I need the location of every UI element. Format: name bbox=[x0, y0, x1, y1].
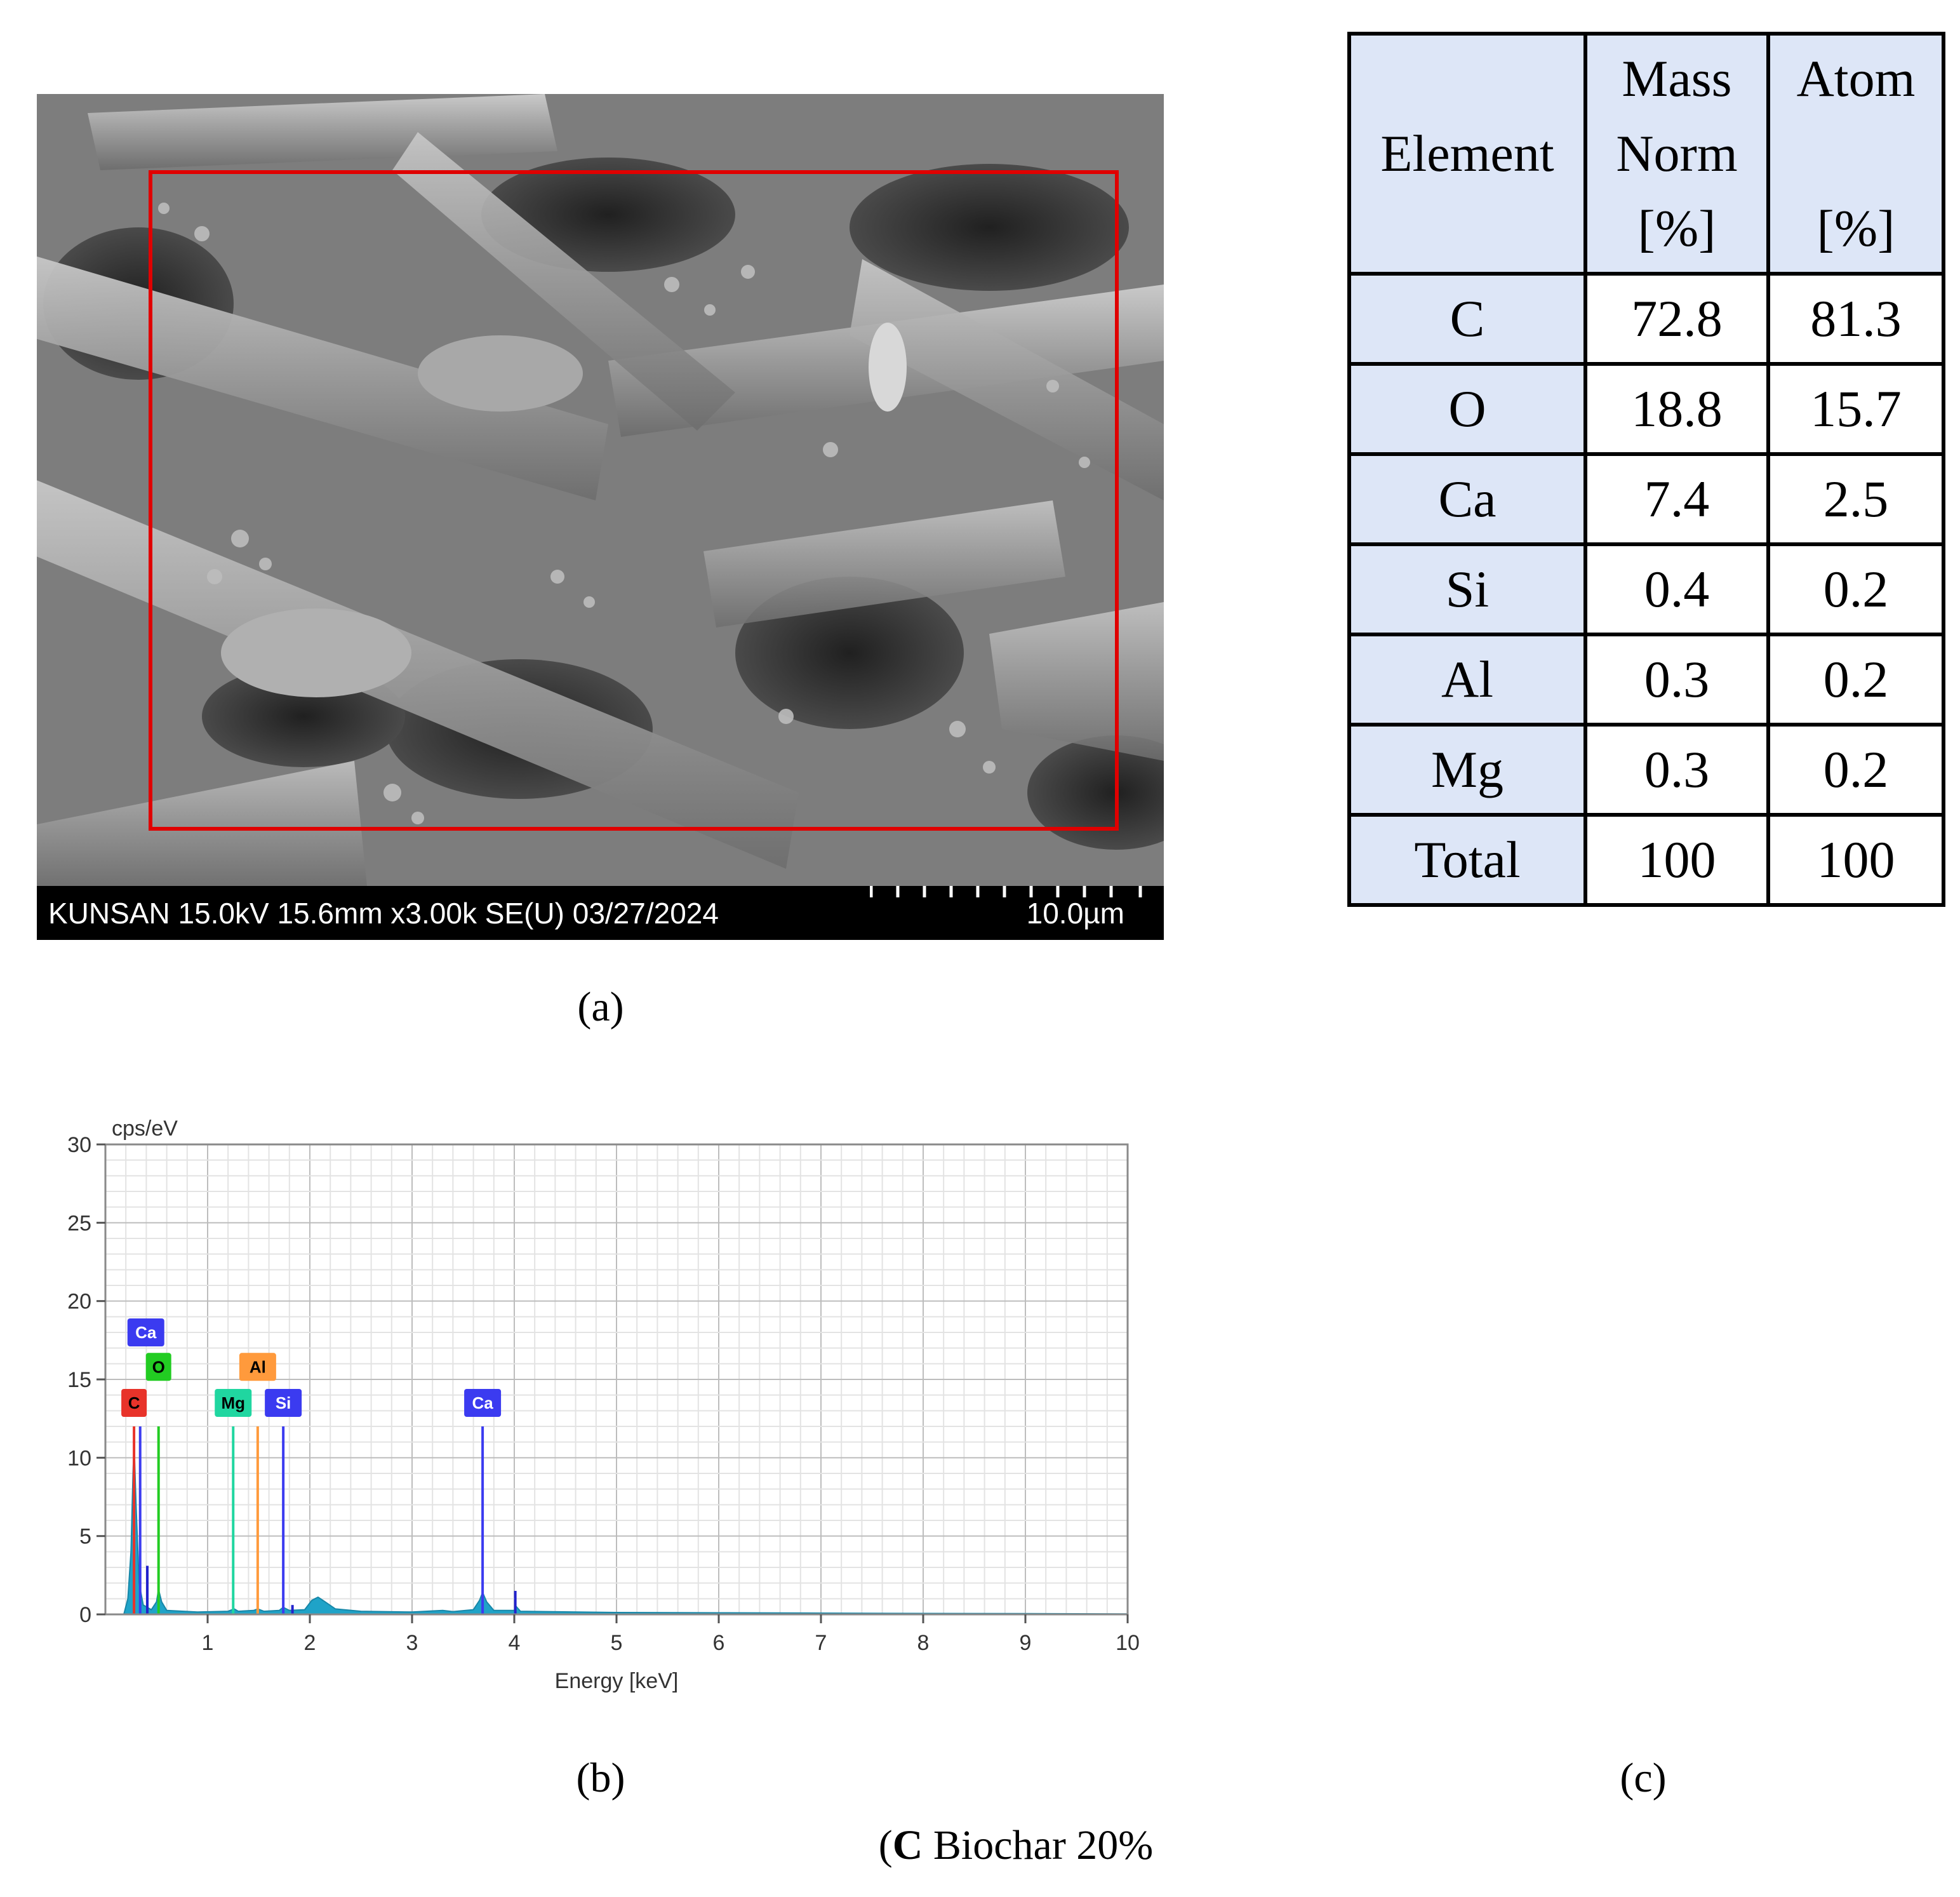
scale-bar-label: 10.0µm bbox=[1026, 897, 1124, 930]
element-lines-layer: C Ca O Mg Al Si Ca bbox=[121, 1318, 517, 1614]
x-tick-label: 3 bbox=[406, 1631, 418, 1655]
element-badge-mg bbox=[215, 1389, 252, 1417]
chart-axes: 1 2 3 4 5 6 7 8 9 10 0 5 10 15 20 25 30 bbox=[67, 1133, 1140, 1655]
header-atom-line1: Atom bbox=[1796, 50, 1916, 107]
element-badge-ca bbox=[127, 1318, 164, 1346]
header-atom-line2: [%] bbox=[1817, 199, 1895, 257]
header-atom: Atom [%] bbox=[1766, 32, 1945, 276]
eds-composition-table: Element Mass Norm [%] Atom [%] C 72.8 81… bbox=[1347, 32, 1945, 907]
scale-bar-ticks bbox=[870, 886, 1142, 897]
x-tick-label: 2 bbox=[304, 1631, 316, 1655]
sem-info-bar: KUNSAN 15.0kV 15.6mm x3.00k SE(U) 03/27/… bbox=[37, 886, 1164, 940]
atom-cell: 100 bbox=[1766, 813, 1945, 907]
element-cell: C bbox=[1347, 272, 1587, 366]
table-row: Mg 0.3 0.2 bbox=[1347, 723, 1945, 817]
spectrum-layer bbox=[123, 1442, 1128, 1615]
analysis-region-box bbox=[149, 170, 1119, 831]
mass-cell: 18.8 bbox=[1583, 362, 1770, 456]
atom-cell: 2.5 bbox=[1766, 452, 1945, 546]
atom-cell: 0.2 bbox=[1766, 633, 1945, 727]
y-axis-label: cps/eV bbox=[112, 1116, 178, 1141]
element-cell: O bbox=[1347, 362, 1587, 456]
element-badge-label: Si bbox=[276, 1393, 291, 1412]
x-tick-label: 10 bbox=[1116, 1631, 1140, 1655]
element-badge-label: O bbox=[152, 1357, 165, 1376]
spectrum-area bbox=[123, 1442, 1128, 1615]
y-tick-label: 10 bbox=[67, 1446, 91, 1470]
element-cell: Si bbox=[1347, 542, 1587, 636]
eds-spectrum-chart: C Ca O Mg Al Si Ca 1 2 3 4 5 6 7 8 9 10 0 5 10 15 20 25 30 cps… bbox=[67, 1116, 1140, 1693]
element-badge-o bbox=[145, 1353, 171, 1381]
element-cell: Ca bbox=[1347, 452, 1587, 546]
y-tick-label: 25 bbox=[67, 1211, 91, 1235]
sem-texture bbox=[37, 94, 1164, 886]
x-tick-label: 7 bbox=[815, 1631, 827, 1655]
table-row: C 72.8 81.3 bbox=[1347, 272, 1945, 366]
table-row: Total 100 100 bbox=[1347, 813, 1945, 907]
header-mass-line3: [%] bbox=[1637, 199, 1716, 257]
y-tick-label: 20 bbox=[67, 1290, 91, 1314]
x-tick-label: 6 bbox=[713, 1631, 725, 1655]
y-tick-label: 0 bbox=[79, 1603, 91, 1627]
element-badge-c bbox=[121, 1389, 147, 1417]
element-cell: Mg bbox=[1347, 723, 1587, 817]
x-axis-label: Energy [keV] bbox=[555, 1669, 679, 1693]
header-element: Element bbox=[1347, 32, 1587, 276]
y-tick-label: 15 bbox=[67, 1368, 91, 1392]
x-tick-label: 8 bbox=[917, 1631, 930, 1655]
table-row: O 18.8 15.7 bbox=[1347, 362, 1945, 456]
figure-caption-text: Biochar 20% bbox=[923, 1822, 1154, 1868]
atom-cell: 0.2 bbox=[1766, 723, 1945, 817]
header-mass-norm: Mass Norm [%] bbox=[1583, 32, 1770, 276]
header-mass-line2: Norm bbox=[1616, 124, 1738, 182]
figure-caption: (C Biochar 20% bbox=[878, 1822, 1154, 1868]
element-cell: Total bbox=[1347, 813, 1587, 907]
figure-caption-letter: C bbox=[892, 1822, 923, 1868]
header-mass-line1: Mass bbox=[1622, 50, 1732, 107]
mass-cell: 0.3 bbox=[1583, 633, 1770, 727]
caption-b: (b) bbox=[576, 1755, 625, 1801]
y-tick-label: 5 bbox=[79, 1525, 91, 1549]
table-row: Al 0.3 0.2 bbox=[1347, 633, 1945, 727]
element-badge-label: Mg bbox=[221, 1393, 245, 1412]
table-row: Ca 7.4 2.5 bbox=[1347, 452, 1945, 546]
element-badge-label: Ca bbox=[135, 1323, 157, 1342]
x-tick-label: 9 bbox=[1020, 1631, 1032, 1655]
x-tick-label: 1 bbox=[202, 1631, 214, 1655]
sem-acquisition-info: KUNSAN 15.0kV 15.6mm x3.00k SE(U) 03/27/… bbox=[48, 897, 719, 930]
atom-cell: 15.7 bbox=[1766, 362, 1945, 456]
caption-c: (c) bbox=[1620, 1755, 1667, 1801]
atom-cell: 0.2 bbox=[1766, 542, 1945, 636]
element-badge-si bbox=[265, 1389, 302, 1417]
table-row: Si 0.4 0.2 bbox=[1347, 542, 1945, 636]
element-badge-al bbox=[239, 1353, 276, 1381]
element-cell: Al bbox=[1347, 633, 1587, 727]
x-tick-label: 4 bbox=[509, 1631, 521, 1655]
mass-cell: 7.4 bbox=[1583, 452, 1770, 546]
atom-cell: 81.3 bbox=[1766, 272, 1945, 366]
mass-cell: 0.4 bbox=[1583, 542, 1770, 636]
sem-micrograph: KUNSAN 15.0kV 15.6mm x3.00k SE(U) 03/27/… bbox=[37, 94, 1164, 940]
table-header-row: Element Mass Norm [%] Atom [%] bbox=[1347, 32, 1945, 276]
mass-cell: 0.3 bbox=[1583, 723, 1770, 817]
mass-cell: 72.8 bbox=[1583, 272, 1770, 366]
element-badge-label: C bbox=[128, 1393, 140, 1412]
caption-a: (a) bbox=[577, 984, 624, 1030]
element-badge-label: Ca bbox=[472, 1393, 493, 1412]
x-tick-label: 5 bbox=[611, 1631, 623, 1655]
element-badge-ca bbox=[464, 1389, 502, 1417]
y-tick-label: 30 bbox=[67, 1133, 91, 1157]
element-badge-label: Al bbox=[250, 1357, 266, 1376]
mass-cell: 100 bbox=[1583, 813, 1770, 907]
